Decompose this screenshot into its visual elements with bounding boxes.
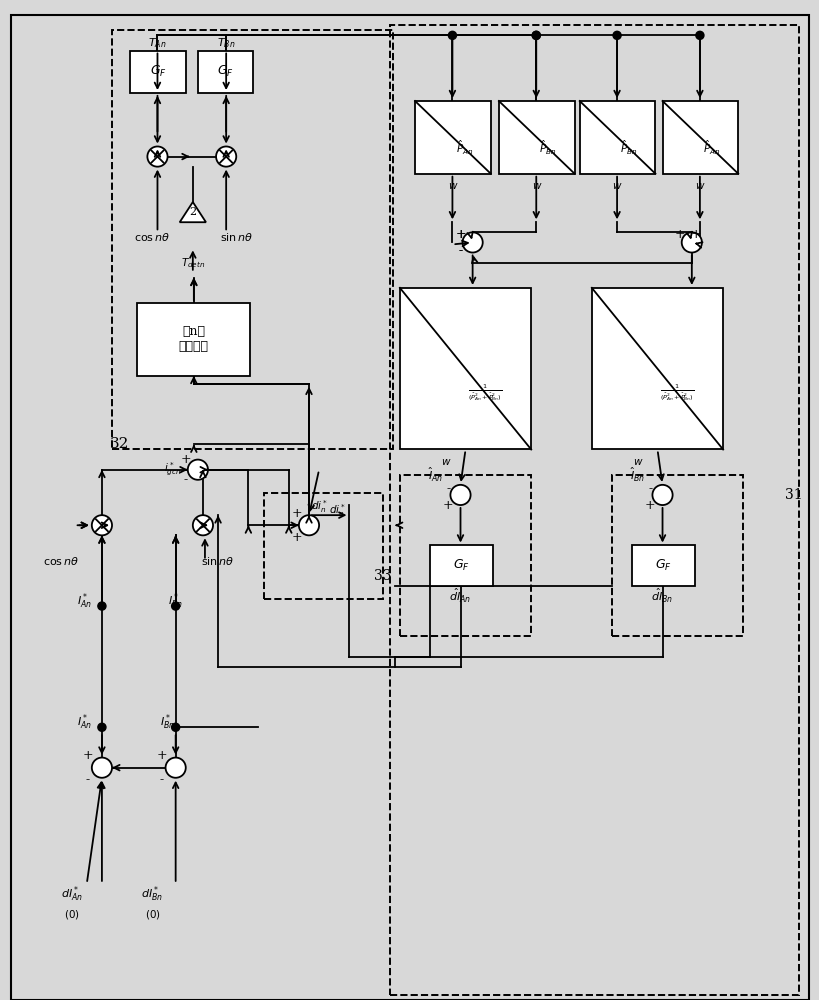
Text: 2: 2 [189,207,197,217]
Text: $I_{Bn}^*$: $I_{Bn}^*$ [160,712,175,732]
Text: -: - [159,773,163,786]
Text: -: - [648,482,652,495]
Text: $\cos n\theta$: $\cos n\theta$ [134,231,170,243]
Text: $w$: $w$ [447,181,458,191]
Text: +: + [455,228,465,241]
Circle shape [448,31,456,39]
Text: $\hat{P}_{An}$: $\hat{P}_{An}$ [702,139,720,157]
Text: +: + [180,453,191,466]
Bar [137,303,250,376]
Text: $G_F$: $G_F$ [217,64,233,79]
Circle shape [695,31,703,39]
Circle shape [92,515,112,535]
Polygon shape [179,202,206,222]
Text: -: - [183,473,188,486]
Text: $dI_{An}^*$: $dI_{An}^*$ [61,884,83,904]
Text: +: + [156,749,166,762]
Text: $\frac{1}{(\hat{P}_{An}^2+\hat{P}_{Bn}^2)}$: $\frac{1}{(\hat{P}_{An}^2+\hat{P}_{Bn}^2… [659,382,694,403]
Circle shape [92,758,112,778]
Text: $\cos n\theta$: $\cos n\theta$ [43,555,79,567]
Text: $\hat{I}_{An}$: $\hat{I}_{An}$ [427,466,442,484]
Text: +: + [690,228,700,241]
Bar [611,475,743,636]
Circle shape [532,31,540,39]
Text: $I_{An}^*$: $I_{An}^*$ [77,591,92,611]
Bar [414,101,491,174]
Bar [400,475,531,636]
Bar [579,101,654,174]
Bar [498,101,574,174]
Circle shape [462,232,482,253]
Circle shape [298,515,319,535]
Circle shape [188,460,208,480]
Text: $(0)$: $(0)$ [144,908,160,921]
Bar [389,25,798,995]
Circle shape [450,485,470,505]
Text: $\sin n\theta$: $\sin n\theta$ [201,555,234,567]
Text: $(0)$: $(0)$ [64,908,79,921]
Text: $w$: $w$ [631,457,642,467]
Text: 32: 32 [109,437,129,451]
Bar [430,545,492,586]
Text: -: - [458,244,462,257]
Text: $G_F$: $G_F$ [654,558,671,573]
Text: $G_F$: $G_F$ [453,558,469,573]
Text: $di_n^*$: $di_n^*$ [328,502,346,519]
Circle shape [165,758,186,778]
Text: $i_{gcn}^*$: $i_{gcn}^*$ [164,461,181,478]
Circle shape [147,146,167,167]
Text: $w$: $w$ [612,181,622,191]
Bar [662,101,737,174]
Text: $\sin n\theta$: $\sin n\theta$ [219,231,252,243]
Text: 31: 31 [784,488,802,502]
Text: -: - [86,773,90,786]
Text: $w$: $w$ [531,181,541,191]
Circle shape [652,485,672,505]
Text: $\frac{1}{(\hat{P}_{An}^2+\hat{P}_{Bn}^2)}$: $\frac{1}{(\hat{P}_{An}^2+\hat{P}_{Bn}^2… [468,382,502,403]
Text: $T_{Bn}$: $T_{Bn}$ [217,37,235,50]
Bar [197,51,253,93]
Circle shape [613,31,620,39]
Circle shape [171,723,179,731]
Text: $I_{An}^*$: $I_{An}^*$ [77,712,92,732]
Circle shape [97,602,106,610]
Text: $w$: $w$ [440,457,450,467]
Text: $\hat{P}_{Bn}$: $\hat{P}_{Bn}$ [539,139,556,157]
Text: $w$: $w$ [695,181,705,191]
Text: +: + [292,531,302,544]
Text: $\hat{I}_{Bn}$: $\hat{I}_{Bn}$ [629,466,644,484]
Text: -: - [446,482,450,495]
Bar [400,288,531,449]
Bar [112,30,392,449]
Text: +: + [673,228,684,241]
Text: $\hat{P}_{An}$: $\hat{P}_{An}$ [455,139,473,157]
Text: $dI_{Bn}^*$: $dI_{Bn}^*$ [141,884,163,904]
Circle shape [215,146,236,167]
Text: $G_F$: $G_F$ [149,64,166,79]
Text: +: + [645,499,655,512]
Text: +: + [442,499,453,512]
Bar [130,51,186,93]
Circle shape [192,515,213,535]
Circle shape [681,232,701,253]
Text: +: + [83,749,93,762]
Text: 第n阶
滤波系统: 第n阶 滤波系统 [179,325,209,353]
Text: $di_n^*$: $di_n^*$ [310,499,328,515]
Bar [591,288,722,449]
Text: -: - [458,244,462,257]
Text: +: + [292,507,302,520]
Text: 33: 33 [373,569,391,583]
Bar [631,545,694,586]
Text: $T_{detn}$: $T_{detn}$ [180,256,205,270]
Text: +: + [455,228,465,241]
Circle shape [171,602,179,610]
Circle shape [97,723,106,731]
Text: $\hat{dI}_{Bn}$: $\hat{dI}_{Bn}$ [650,587,672,605]
Text: $\hat{P}_{Bn}$: $\hat{P}_{Bn}$ [619,139,637,157]
Text: $I_{Bn}^*$: $I_{Bn}^*$ [168,591,183,611]
Circle shape [532,31,540,39]
Bar [263,493,382,599]
Text: $\hat{dI}_{An}$: $\hat{dI}_{An}$ [449,587,471,605]
Text: $T_{An}$: $T_{An}$ [148,37,166,50]
